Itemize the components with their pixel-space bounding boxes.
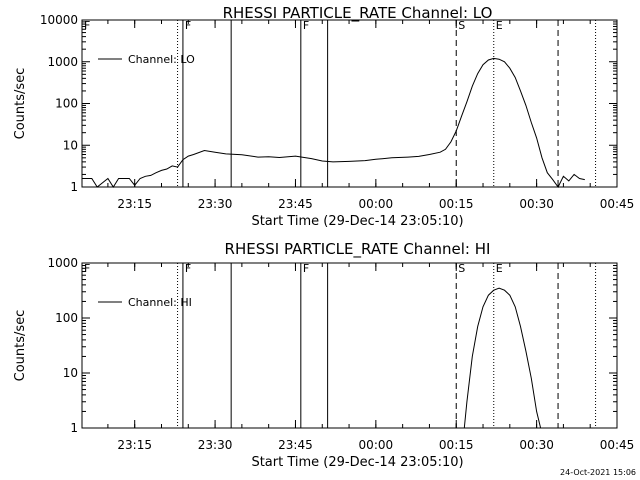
legend: Channel: HI <box>98 296 192 309</box>
x-tick-label: 00:15 <box>439 197 474 211</box>
y-tick-label: 1000 <box>47 256 78 270</box>
annotation-label: F <box>303 262 309 275</box>
annotation-label: E <box>496 19 503 32</box>
x-tick-label: 23:30 <box>198 197 233 211</box>
annotation-label: F <box>84 19 90 32</box>
x-tick-label: 00:15 <box>439 438 474 452</box>
legend-entry: Channel: HI <box>128 296 192 309</box>
annotation-label: S <box>458 262 465 275</box>
x-tick-label: 00:45 <box>600 438 635 452</box>
plot-frame <box>81 19 618 188</box>
x-axis-label: Start Time (29-Dec-14 23:05:10) <box>251 214 463 229</box>
x-tick-label: 23:45 <box>278 438 313 452</box>
annotation-label: F <box>185 19 191 32</box>
x-tick-label: 00:00 <box>359 438 394 452</box>
x-tick-label: 23:45 <box>278 197 313 211</box>
x-tick-label: 00:30 <box>519 197 554 211</box>
y-tick-label: 10000 <box>40 13 78 27</box>
x-axis-label: Start Time (29-Dec-14 23:05:10) <box>251 455 463 470</box>
y-tick-label: 10 <box>63 138 78 152</box>
y-axis-label: Counts/sec <box>13 310 28 382</box>
y-tick-label: 1 <box>70 180 78 194</box>
series-line-1 <box>82 57 585 188</box>
y-tick-label: 100 <box>55 97 78 111</box>
series-line-1 <box>463 287 542 429</box>
annotation-label: S <box>458 19 465 32</box>
x-tick-label: 00:00 <box>359 197 394 211</box>
x-tick-label: 23:15 <box>117 438 152 452</box>
annotation-label: E <box>496 262 503 275</box>
chart-panel-1: RHESSI PARTICLE_RATE Channel: LO 1 10 100 10… <box>13 4 634 229</box>
y-axis-label: Counts/sec <box>13 68 28 140</box>
annotation-label: F <box>303 19 309 32</box>
x-tick-label: 00:30 <box>519 438 554 452</box>
plot-frame <box>81 262 618 429</box>
legend-entry: Channel: LO <box>128 53 195 66</box>
chart-panel-2: RHESSI PARTICLE_RATE Channel: HI 1 10 100 10… <box>13 240 634 470</box>
y-tick-label: 100 <box>55 311 78 325</box>
y-tick-label: 1000 <box>47 55 78 69</box>
y-tick-label: 10 <box>63 366 78 380</box>
y-tick-label: 1 <box>70 421 78 435</box>
x-tick-label: 23:15 <box>117 197 152 211</box>
annotation-label: F <box>84 262 90 275</box>
annotation-label: F <box>185 262 191 275</box>
x-tick-label: 00:45 <box>600 197 635 211</box>
x-tick-label: 23:30 <box>198 438 233 452</box>
generated-timestamp: 24-Oct-2021 15:06 <box>560 468 636 477</box>
chart-title: RHESSI PARTICLE_RATE Channel: HI <box>225 240 491 259</box>
legend: Channel: LO <box>98 53 195 66</box>
chart-title: RHESSI PARTICLE_RATE Channel: LO <box>223 4 493 23</box>
